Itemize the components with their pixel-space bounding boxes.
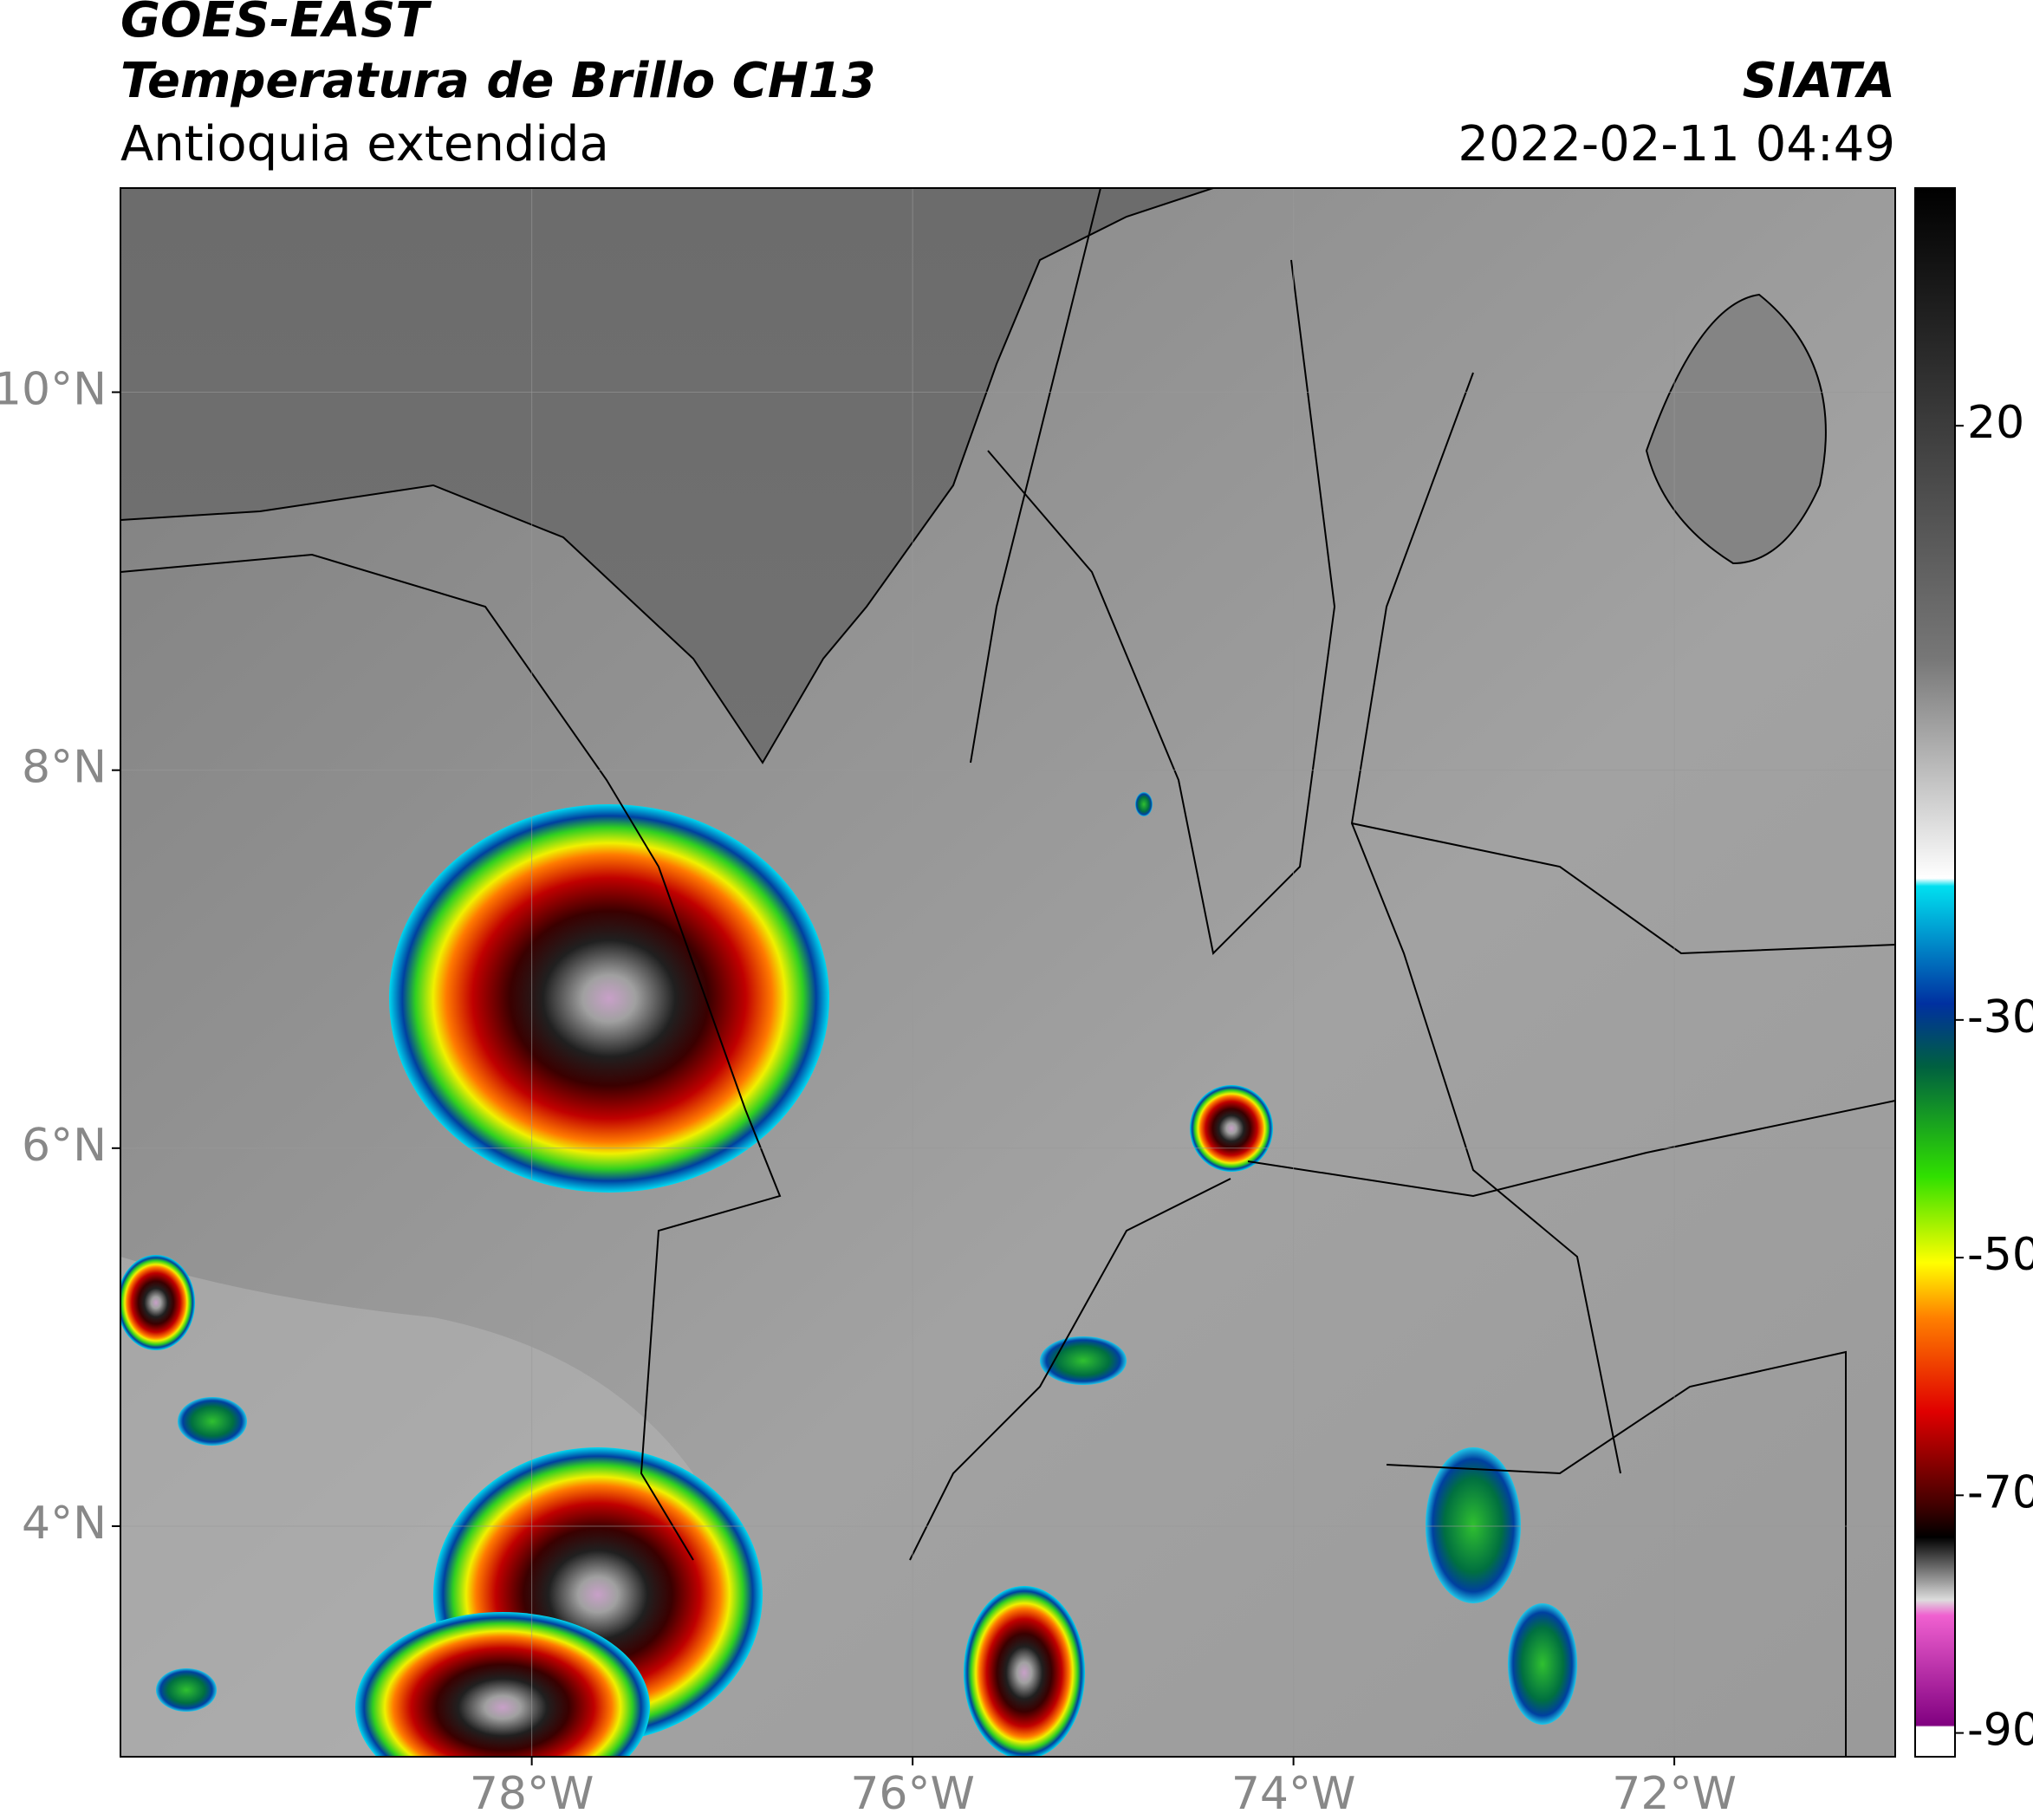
colorbar-tick-label: 20 bbox=[1967, 397, 2024, 449]
x-tick-label: 76°W bbox=[850, 1768, 975, 1820]
title: GOES-EAST bbox=[120, 0, 432, 49]
x-tick-label: 78°W bbox=[470, 1768, 594, 1820]
datetime: 2022-02-11 04:49 bbox=[1458, 116, 1895, 172]
colorbar-tick-label: -50 bbox=[1967, 1229, 2033, 1281]
colorbar bbox=[1914, 187, 1956, 1758]
y-tick-label: 8°N bbox=[22, 742, 107, 794]
colorbar-tick-label: -90 bbox=[1967, 1705, 2033, 1757]
y-tick-label: 6°N bbox=[22, 1120, 107, 1172]
x-tick-label: 74°W bbox=[1231, 1768, 1356, 1820]
map-frame bbox=[120, 187, 1896, 1758]
x-tick-label: 72°W bbox=[1612, 1768, 1737, 1820]
map-image bbox=[120, 188, 1895, 1757]
y-tick-label: 4°N bbox=[22, 1498, 107, 1550]
colorbar-tick-label: -70 bbox=[1967, 1466, 2033, 1518]
region: Antioquia extendida bbox=[120, 116, 609, 172]
source: SIATA bbox=[1743, 53, 1895, 109]
y-tick-label: 10°N bbox=[0, 364, 107, 416]
grid bbox=[120, 188, 1895, 1757]
subtitle: Temperatura de Brillo CH13 bbox=[120, 53, 876, 109]
colorbar-tick-label: -30 bbox=[1967, 991, 2033, 1043]
